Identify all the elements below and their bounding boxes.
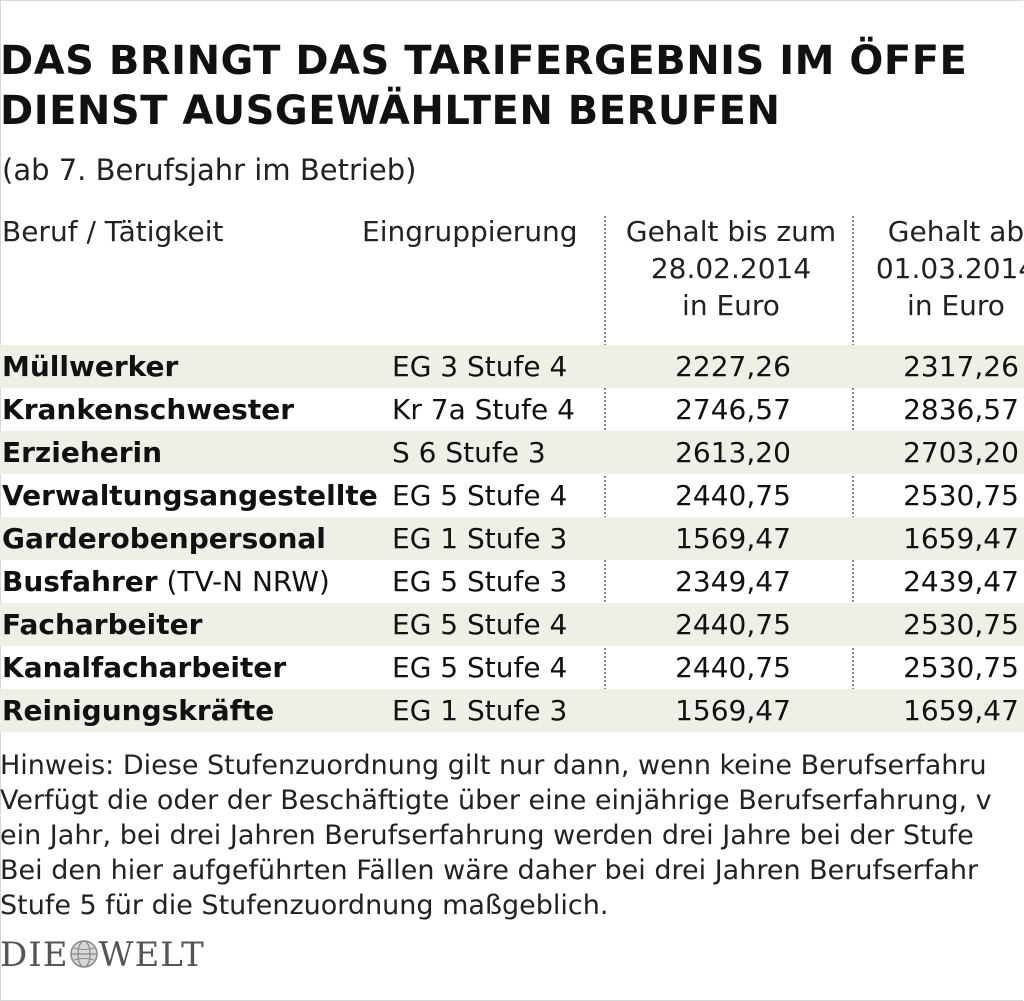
row-beruf: Verwaltungsangestellte [2, 479, 378, 512]
row-gehalt-ab: 2530,75 [903, 479, 1019, 512]
row-eingruppierung: EG 5 Stufe 3 [392, 565, 568, 598]
row-beruf: Müllwerker [2, 350, 179, 383]
row-eingruppierung: EG 1 Stufe 3 [392, 694, 568, 727]
row-eingruppierung: EG 5 Stufe 4 [392, 608, 568, 641]
row-gehalt-ab: 2836,57 [903, 393, 1019, 426]
row-gehalt-bis: 2613,20 [675, 436, 791, 469]
row-eingruppierung: S 6 Stufe 3 [392, 436, 546, 469]
row-gehalt-ab: 2703,20 [903, 436, 1019, 469]
header-line: in Euro [682, 289, 780, 322]
header-line: 28.02.2014 [650, 252, 812, 285]
row-eingruppierung: EG 5 Stufe 4 [392, 479, 568, 512]
row-beruf: Erzieherin [2, 436, 163, 469]
row-eingruppierung: EG 5 Stufe 4 [392, 651, 568, 684]
row-gehalt-ab: 2439,47 [903, 565, 1019, 598]
headline-line-2: DIENST AUSGEWÄHLTEN BERUFEN [0, 88, 781, 134]
salary-table-body: Müllwerker EG 3 Stufe 4 2227,26 2317,26 … [0, 345, 1024, 732]
row-gehalt-ab: 2317,26 [903, 350, 1019, 383]
table-row: Kanalfacharbeiter EG 5 Stufe 4 2440,75 2… [0, 646, 1024, 689]
row-gehalt-bis: 2227,26 [675, 350, 791, 383]
table-row: Erzieherin S 6 Stufe 3 2613,20 2703,20 [0, 431, 1024, 474]
footnote-line: ein Jahr, bei drei Jahren Berufserfahrun… [0, 820, 974, 851]
logo-text-right: WELT [98, 935, 205, 975]
footnote-line: Bei den hier aufgeführten Fällen wäre da… [0, 855, 979, 886]
footnote-line: Verfügt die oder der Beschäftigte über e… [0, 785, 992, 816]
row-gehalt-bis: 1569,47 [675, 522, 791, 555]
header-line: Gehalt bis zum [625, 215, 837, 248]
row-beruf: Krankenschwester [2, 393, 295, 426]
headline-line-1: DAS BRINGT DAS TARIFERGEBNIS IM ÖFFE [0, 38, 968, 84]
table-row: Reinigungskräfte EG 1 Stufe 3 1569,47 16… [0, 689, 1024, 732]
die-welt-logo: DIE WELT [0, 935, 205, 975]
row-eingruppierung: EG 3 Stufe 4 [392, 350, 568, 383]
column-header-gehalt-ab: Gehalt ab 01.03.2014 in Euro [856, 213, 1024, 324]
row-eingruppierung: EG 1 Stufe 3 [392, 522, 568, 555]
row-beruf: Kanalfacharbeiter [2, 651, 287, 684]
table-row: Müllwerker EG 3 Stufe 4 2227,26 2317,26 [0, 345, 1024, 388]
row-gehalt-ab: 1659,47 [903, 694, 1019, 727]
row-gehalt-bis: 2440,75 [675, 651, 791, 684]
header-line: Gehalt ab [887, 215, 1024, 248]
header-line: 01.03.2014 [875, 252, 1024, 285]
table-row: Facharbeiter EG 5 Stufe 4 2440,75 2530,7… [0, 603, 1024, 646]
row-gehalt-bis: 2746,57 [675, 393, 791, 426]
row-beruf: Garderobenpersonal [2, 522, 326, 555]
footnote: Hinweis: Diese Stufenzuordnung gilt nur … [0, 748, 1024, 923]
row-gehalt-bis: 2440,75 [675, 479, 791, 512]
column-header-beruf: Beruf / Tätigkeit [2, 215, 224, 248]
column-header-gehalt-bis: Gehalt bis zum 28.02.2014 in Euro [612, 213, 850, 324]
table-row: Verwaltungsangestellte EG 5 Stufe 4 2440… [0, 474, 1024, 517]
footnote-line: Stufe 5 für die Stufenzuordnung maßgebli… [0, 890, 609, 921]
column-header-eingruppierung: Eingruppierung [362, 215, 578, 248]
subtitle: (ab 7. Berufsjahr im Betrieb) [2, 153, 417, 187]
table-row: Busfahrer (TV-N NRW) EG 5 Stufe 3 2349,4… [0, 560, 1024, 603]
row-eingruppierung: Kr 7a Stufe 4 [392, 393, 575, 426]
row-gehalt-bis: 2349,47 [675, 565, 791, 598]
headline: DAS BRINGT DAS TARIFERGEBNIS IM ÖFFE DIE… [0, 36, 1024, 136]
table-row: Garderobenpersonal EG 1 Stufe 3 1569,47 … [0, 517, 1024, 560]
globe-icon [69, 940, 98, 968]
row-gehalt-bis: 2440,75 [675, 608, 791, 641]
row-beruf: Reinigungskräfte [2, 694, 275, 727]
row-beruf: Busfahrer (TV-N NRW) [2, 565, 330, 598]
row-gehalt-bis: 1569,47 [675, 694, 791, 727]
row-gehalt-ab: 1659,47 [903, 522, 1019, 555]
footnote-line: Hinweis: Diese Stufenzuordnung gilt nur … [0, 750, 987, 781]
table-row: Krankenschwester Kr 7a Stufe 4 2746,57 2… [0, 388, 1024, 431]
logo-text-left: DIE [0, 935, 69, 975]
row-gehalt-ab: 2530,75 [903, 651, 1019, 684]
header-line: in Euro [907, 289, 1005, 322]
row-gehalt-ab: 2530,75 [903, 608, 1019, 641]
row-beruf: Facharbeiter [2, 608, 203, 641]
